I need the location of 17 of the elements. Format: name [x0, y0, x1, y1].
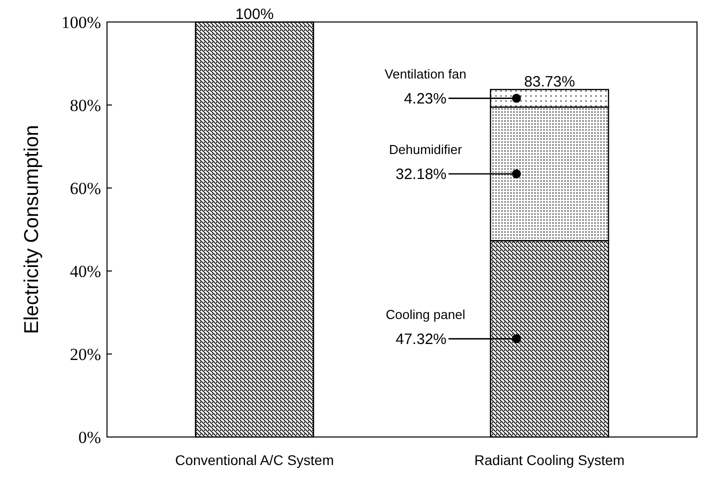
y-tick-label: 40%	[70, 262, 101, 281]
series-label: Cooling panel	[386, 306, 466, 322]
series-label: Ventilation fan	[384, 66, 466, 82]
total-label: 83.73%	[524, 74, 575, 91]
data-label: 47.32%	[396, 331, 446, 348]
y-axis-title: Electricity Consumption	[21, 125, 43, 334]
y-tick-label: 80%	[70, 96, 101, 115]
y-tick-label: 0%	[78, 428, 101, 447]
x-tick-label: Conventional A/C System	[175, 452, 334, 468]
y-tick-label: 20%	[70, 344, 101, 364]
data-label: 32.18%	[396, 166, 446, 184]
total-label: 100%	[235, 6, 274, 23]
y-tick-label: 100%	[61, 12, 101, 32]
data-label: 4.23%	[404, 90, 446, 108]
x-tick-label: Radiant Cooling System	[474, 452, 625, 468]
y-tick-label: 60%	[70, 178, 101, 198]
text: Dehumidifier	[389, 142, 463, 157]
